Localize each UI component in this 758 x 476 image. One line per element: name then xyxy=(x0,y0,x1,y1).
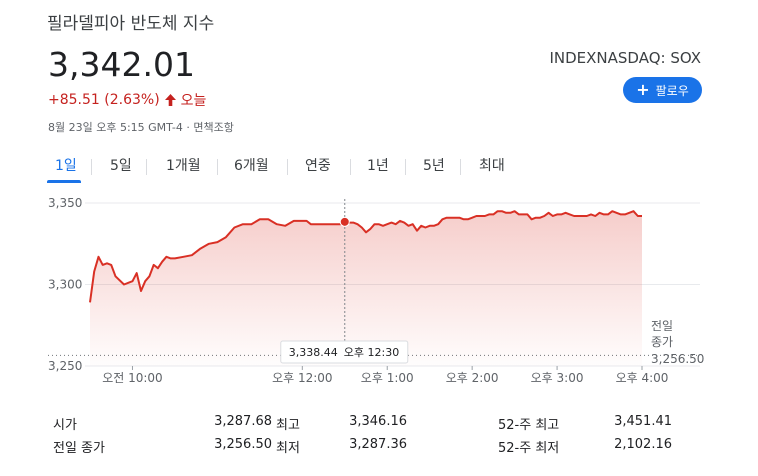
tab-max[interactable]: 최대 xyxy=(479,155,505,175)
change-period: 오늘 xyxy=(180,93,207,109)
tab-label: 연중 xyxy=(305,158,331,174)
stat-value-prev-close: 3,256.50 xyxy=(214,437,272,452)
current-price: 3,342.01 xyxy=(48,45,195,84)
active-tab-indicator xyxy=(47,180,81,183)
stat-value-high: 3,346.16 xyxy=(349,414,407,429)
cursor-dot xyxy=(339,216,350,227)
y-tick-label: 3,350 xyxy=(48,196,82,210)
x-tick-label: 오후 3:00 xyxy=(531,371,584,385)
stat-value-52w-high: 3,451.41 xyxy=(614,414,672,429)
tab-5d[interactable]: 5일 xyxy=(110,155,132,175)
x-tick-label: 오후 1:00 xyxy=(361,371,414,385)
price-line xyxy=(89,210,642,303)
cursor-tooltip-box xyxy=(280,340,409,364)
x-tick-label: 오후 12:00 xyxy=(272,371,332,385)
plus-icon: + xyxy=(636,80,650,99)
cursor-tooltip-time: 오후 12:30 xyxy=(344,346,399,359)
follow-button-label: 팔로우 xyxy=(655,83,689,98)
stat-label-prev-close: 전일 종가 xyxy=(53,441,105,456)
arrow-up-icon xyxy=(164,94,176,106)
tab-divider xyxy=(405,159,406,175)
tab-divider xyxy=(460,159,461,175)
tab-label: 1일 xyxy=(55,158,77,174)
tab-label: 최대 xyxy=(479,158,505,174)
tab-1y[interactable]: 1년 xyxy=(367,155,389,175)
previous-close-label: 종가 xyxy=(651,335,673,349)
cursor-tooltip-value: 3,338.44 xyxy=(289,346,338,359)
change-value: +85.51 (2.63%) xyxy=(48,92,160,108)
x-tick-label: 오전 10:00 xyxy=(102,371,162,385)
tab-ytd[interactable]: 연중 xyxy=(305,155,331,175)
tab-5y[interactable]: 5년 xyxy=(423,155,445,175)
stat-value-low: 3,287.36 xyxy=(349,437,407,452)
y-axis: 3,350 3,300 3,250 xyxy=(48,196,82,373)
tab-divider xyxy=(287,159,288,175)
timestamp-disclaimer: 8월 23일 오후 5:15 GMT-4 · 면책조항 xyxy=(48,121,234,134)
previous-close-value: 3,256.50 xyxy=(651,352,704,366)
tab-label: 1개월 xyxy=(166,158,201,174)
stat-label-low: 최저 xyxy=(276,441,300,456)
x-tick-label: 오후 2:00 xyxy=(446,371,499,385)
price-area-fill xyxy=(90,211,642,366)
stat-label-52w-high: 52-주 최고 xyxy=(498,418,560,433)
tab-label: 5년 xyxy=(423,158,445,174)
x-tick-label: 오후 4:00 xyxy=(616,371,669,385)
tab-1d[interactable]: 1일 xyxy=(47,155,81,183)
tab-label: 1년 xyxy=(367,158,389,174)
stat-label-52w-low: 52-주 최저 xyxy=(498,441,560,456)
x-axis: 오전 10:00 오후 12:00 오후 1:00 오후 2:00 오후 3:00 오후 … xyxy=(102,366,668,385)
stat-value-open: 3,287.68 xyxy=(214,414,272,429)
price-change: +85.51 (2.63%) 오늘 xyxy=(48,90,206,110)
tab-divider xyxy=(217,159,218,175)
stat-value-52w-low: 2,102.16 xyxy=(614,437,672,452)
tab-label: 6개월 xyxy=(234,158,269,174)
page-title: 필라델피아 반도체 지수 xyxy=(47,14,215,34)
previous-close-label: 전일 xyxy=(651,319,673,333)
follow-button[interactable]: + 팔로우 xyxy=(623,77,702,103)
exchange-ticker: INDEXNASDAQ: SOX xyxy=(549,49,701,67)
stat-label-high: 최고 xyxy=(276,418,300,433)
tab-divider xyxy=(91,159,92,175)
tab-1m[interactable]: 1개월 xyxy=(166,155,201,175)
tab-label: 5일 xyxy=(110,158,132,174)
tab-divider xyxy=(146,159,147,175)
stat-label-open: 시가 xyxy=(53,418,77,433)
tab-divider xyxy=(350,159,351,175)
tab-6m[interactable]: 6개월 xyxy=(234,155,269,175)
y-tick-label: 3,300 xyxy=(48,278,82,292)
hover-cursor: 3,338.44 오후 12:30 xyxy=(280,199,409,364)
y-tick-label: 3,250 xyxy=(48,359,82,373)
